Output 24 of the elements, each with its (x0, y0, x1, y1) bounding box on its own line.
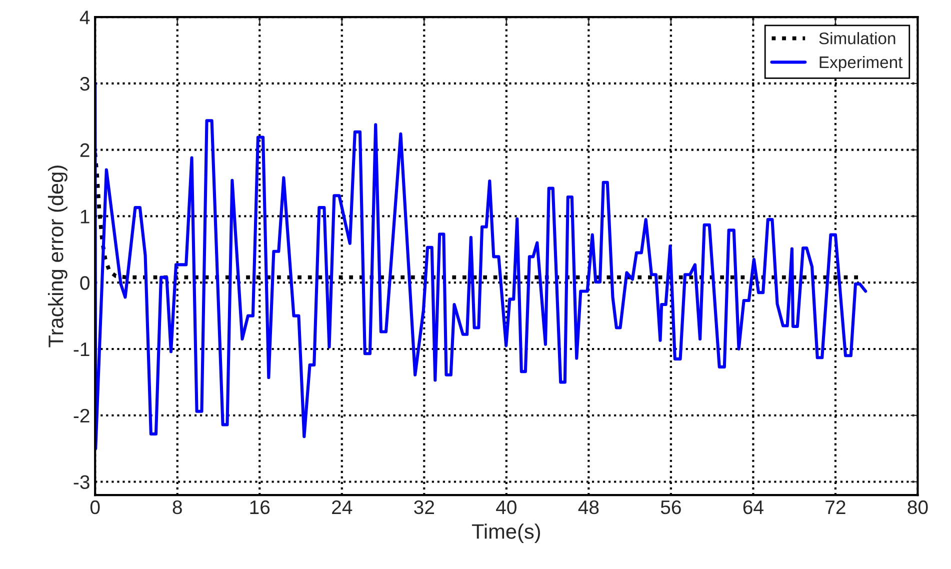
y-tick-label: 3 (80, 76, 90, 91)
x-tick-label: 48 (578, 500, 599, 514)
x-tick-label: 24 (332, 500, 352, 514)
x-tick-label: 80 (908, 500, 928, 514)
y-tick-label: 4 (80, 10, 90, 24)
y-tick-label: 1 (80, 210, 90, 224)
x-tick-label: 16 (250, 500, 270, 514)
y-tick-label: 2 (80, 143, 90, 157)
y-tick-label: -2 (74, 408, 90, 422)
legend-label: Simulation (819, 32, 896, 44)
x-tick-label: 64 (743, 500, 764, 514)
x-axis-title: Time(s) (472, 524, 540, 543)
x-tick-label: 0 (90, 500, 100, 514)
line-series (95, 82, 868, 450)
x-tick-label: 32 (414, 500, 434, 514)
x-tick-label: 40 (496, 500, 516, 514)
x-tick-label: 8 (172, 500, 182, 514)
y-tick-label: -1 (74, 342, 90, 356)
y-tick-label: 0 (80, 276, 90, 290)
y-tick-label: -3 (74, 475, 90, 489)
legend-label: Experiment (820, 56, 903, 72)
x-tick-label: 56 (660, 500, 681, 514)
x-tick-label: 72 (826, 500, 846, 514)
y-axis-title: Tracking error (deg) (48, 166, 68, 348)
